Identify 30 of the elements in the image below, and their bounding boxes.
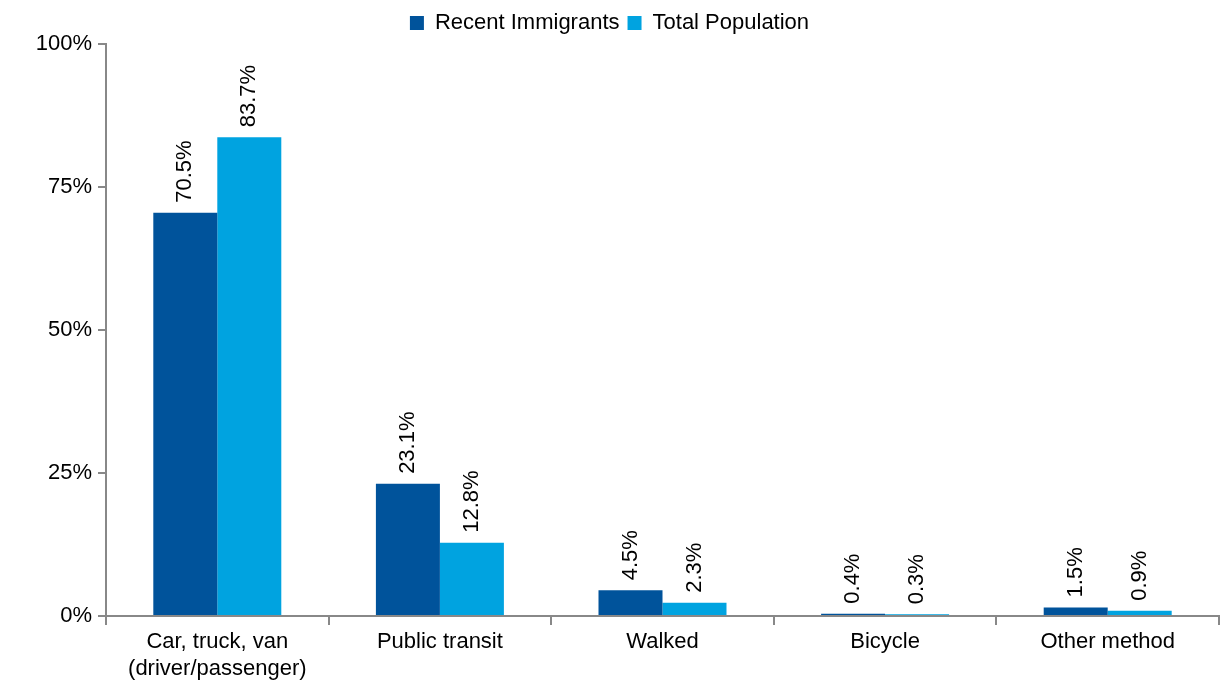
bar <box>662 602 727 615</box>
bar <box>153 212 218 615</box>
x-tick-label: Public transit <box>376 628 503 654</box>
data-label: 12.8% <box>457 470 483 533</box>
data-label: 0.3% <box>903 554 929 605</box>
data-label: 0.9% <box>1125 550 1151 601</box>
data-label: 4.5% <box>616 530 642 581</box>
bar <box>1043 607 1108 615</box>
y-tick-label: 25% <box>47 459 92 485</box>
data-label: 0.4% <box>839 553 865 604</box>
y-tick-label: 0% <box>60 602 92 628</box>
bar <box>1107 610 1172 615</box>
data-label: 23.1% <box>393 411 419 474</box>
data-label: 70.5% <box>171 140 197 203</box>
bar <box>439 542 504 615</box>
data-label: 83.7% <box>235 64 261 128</box>
x-tick-label: Other method <box>1040 628 1175 654</box>
bar <box>375 483 440 615</box>
legend-label: Recent Immigrants <box>434 9 620 35</box>
data-label: 2.3% <box>680 542 706 593</box>
x-tick-label: Walked <box>626 628 699 654</box>
y-tick-label: 75% <box>47 173 92 199</box>
data-label: 1.5% <box>1061 547 1087 598</box>
x-tick-label: Bicycle <box>850 628 920 654</box>
legend-label: Total Population <box>652 9 810 35</box>
bar <box>598 590 663 615</box>
y-tick-label: 100% <box>35 30 92 56</box>
y-tick-label: 50% <box>47 316 92 342</box>
x-tick-label: Car, truck, van (driver/passenger) <box>128 628 307 680</box>
bar <box>217 137 282 615</box>
